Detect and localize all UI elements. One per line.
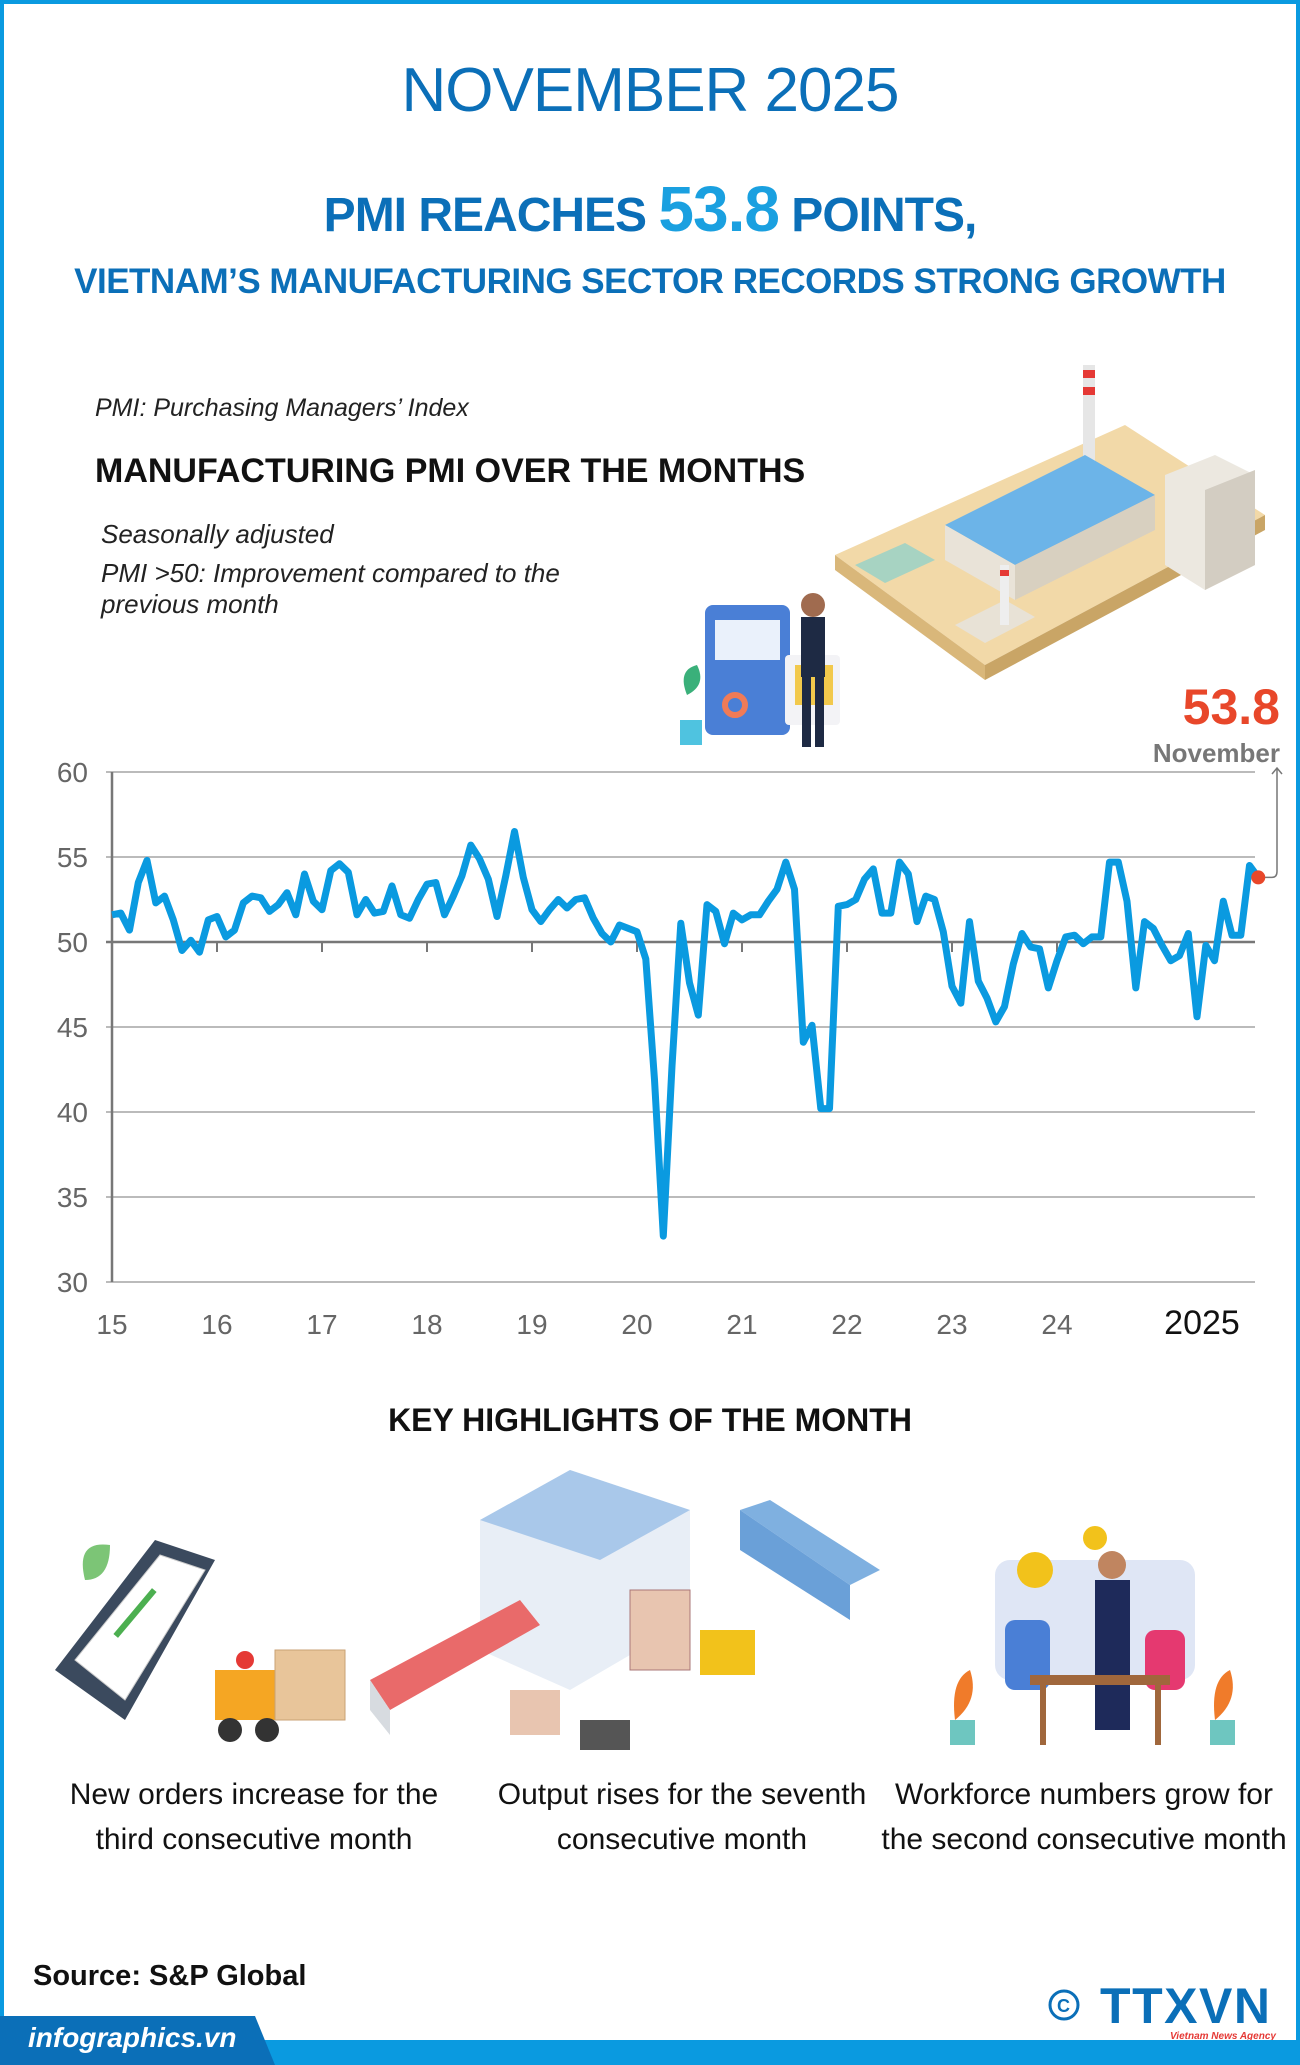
chart-title: MANUFACTURING PMI OVER THE MONTHS [95,452,806,490]
y-tick-label: 35 [57,1182,88,1213]
y-tick-label: 40 [57,1097,88,1128]
callout-connector [1264,766,1283,879]
team-meeting-icon [950,1526,1235,1745]
x-tick-label: 15 [96,1309,127,1340]
note-seasonally-adjusted: Seasonally adjusted [101,519,334,549]
svg-text:Vietnam News Agency: Vietnam News Agency [1170,2031,1276,2042]
highlight-output: Output rises for the seventh consecutive… [497,1778,867,1856]
pmi-definition: PMI: Purchasing Managers’ Index [95,394,469,422]
ttxvn-logo: C TTXVN Vietnam News Agency [1040,1975,1280,2050]
headline-suffix: POINTS, [791,189,977,242]
orders-forklift-icon [55,1540,346,1742]
y-tick-label: 55 [57,842,88,873]
highlights-title: KEY HIGHLIGHTS OF THE MONTH [388,1402,912,1438]
svg-text:TTXVN: TTXVN [1100,1978,1270,2034]
x-tick-label: 20 [621,1309,652,1340]
warehouse-trucks-icon [370,1470,880,1750]
x-tick-label: 18 [411,1309,442,1340]
x-tick-label: 23 [936,1309,967,1340]
latest-point-marker [1251,870,1266,885]
highlight-workforce: Workforce numbers grow for the second co… [881,1778,1287,1856]
y-tick-label: 45 [57,1012,88,1043]
note-threshold: PMI >50: Improvement compared to the pre… [101,558,560,619]
x-tick-label: 19 [516,1309,547,1340]
y-tick-label: 60 [57,757,88,788]
headline-subtitle: VIETNAM’S MANUFACTURING SECTOR RECORDS S… [74,262,1226,301]
month-title: NOVEMBER 2025 [401,56,900,125]
headline-value: 53.8 [658,173,780,245]
site-link[interactable]: infographics.vn [28,2022,237,2053]
x-tick-label: 2025 [1164,1304,1240,1342]
y-tick-label: 30 [57,1267,88,1298]
pmi-series-line [111,828,1262,1240]
svg-text:C: C [1057,1996,1070,2016]
x-tick-label: 21 [726,1309,757,1340]
highlight-new-orders: New orders increase for the third consec… [69,1778,439,1856]
x-tick-label: 16 [201,1309,232,1340]
factory-illustration-icon [680,365,1265,747]
latest-pmi-month: November [1152,738,1280,768]
headline-prefix: PMI REACHES [323,189,647,242]
pmi-line-chart: 60 55 50 45 40 35 30 15 16 17 18 19 20 21 22 23 24 2025 [57,757,1283,1342]
headline: PMI REACHES 53.8 POINTS, [0,172,1300,246]
latest-pmi-value: 53.8 [1182,679,1280,735]
source-note: Source: S&P Global [33,1960,307,1992]
x-tick-label: 24 [1041,1309,1072,1340]
y-tick-label: 50 [57,927,88,958]
x-tick-label: 17 [306,1309,337,1340]
footer-tab [0,2016,275,2065]
x-tick-label: 22 [831,1309,862,1340]
